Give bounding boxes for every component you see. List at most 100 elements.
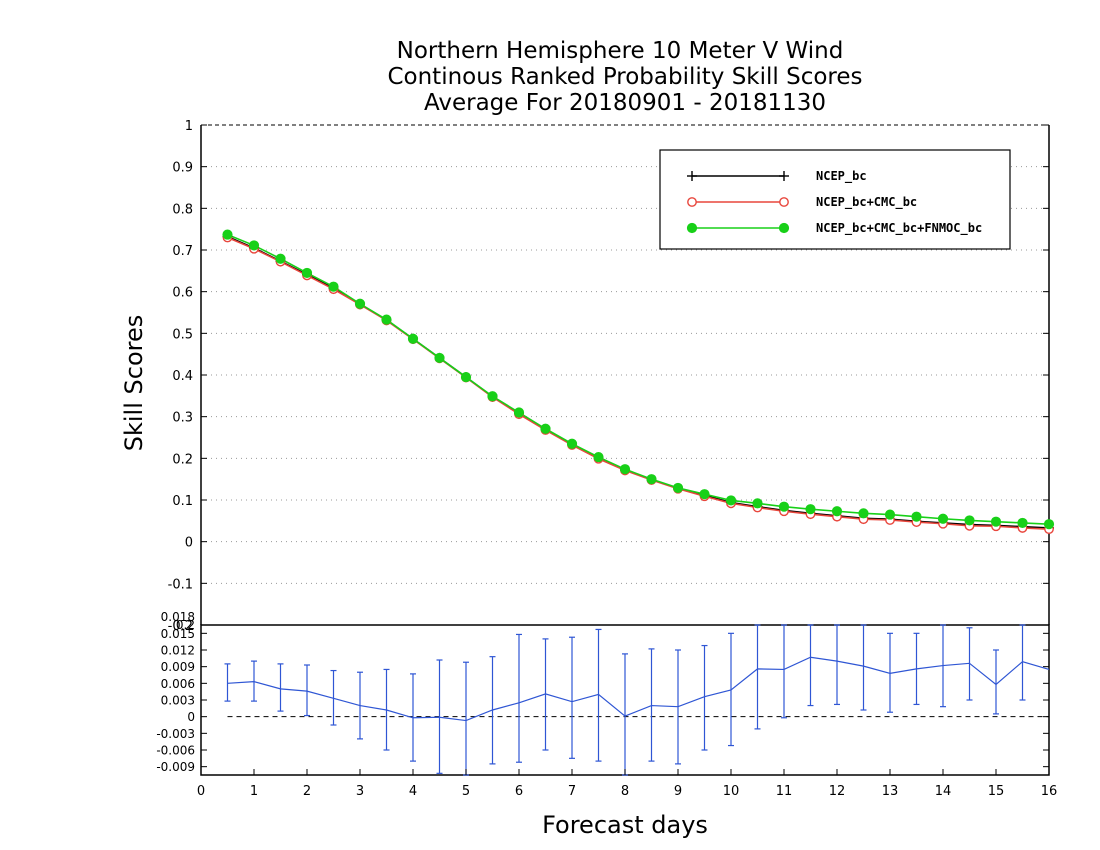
y-tick-label: 0 (185, 536, 193, 551)
data-point (964, 515, 975, 526)
data-point (434, 352, 445, 364)
y-tick-label: 0.006 (161, 677, 195, 691)
data-point (831, 506, 843, 517)
x-tick-label: 14 (935, 784, 952, 799)
y-tick-label: -0.006 (156, 744, 195, 758)
error-bar (993, 649, 999, 715)
error-bar (701, 644, 708, 751)
data-point (354, 298, 366, 309)
error-bar (860, 624, 867, 711)
error-bar (1019, 624, 1026, 701)
x-tick-label: 10 (723, 784, 740, 799)
legend-label: NCEP_bc+CMC_bc+FNMOC_bc (816, 221, 982, 236)
series-line-1 (227, 236, 1050, 530)
y-tick-label: 0.003 (161, 694, 195, 708)
data-point (593, 451, 604, 463)
legend-label: NCEP_bc+CMC_bc (816, 195, 917, 210)
y-tick-label: 0 (187, 710, 195, 724)
legend-marker (779, 197, 789, 207)
y-tick-label: 0.8 (172, 202, 193, 217)
legend-marker (686, 222, 698, 234)
title-line-2: Continous Ranked Probability Skill Score… (387, 64, 862, 90)
data-point (487, 391, 498, 402)
data-point (937, 513, 949, 524)
error-bar (595, 628, 602, 762)
x-tick-label: 2 (303, 784, 311, 799)
y-tick-label: 0.6 (172, 286, 193, 301)
legend-box (659, 149, 1011, 250)
y-tick-label: -0.2 (168, 619, 193, 634)
error-bar (834, 624, 840, 706)
skill-score-panel: 1 0.9 0.8 0.7 0.6 0.5 0.4 0.3 0.2 0.1 0 -0.1 -0.2 (168, 119, 1055, 634)
y-tick-label: 0.015 (161, 627, 195, 641)
x-tick-label: 13 (882, 784, 899, 799)
data-point (778, 501, 790, 512)
legend-marker (778, 222, 790, 234)
data-point (540, 423, 551, 434)
y-tick-label: 0.018 (161, 610, 195, 624)
legend-label: NCEP_bc (816, 169, 867, 184)
data-point (1017, 517, 1028, 529)
data-point (619, 464, 631, 475)
y-tick-label: 0.9 (172, 161, 193, 176)
data-point (858, 508, 869, 519)
error-bar (304, 664, 310, 717)
y-tick-label: -0.003 (156, 727, 195, 741)
error-bar (807, 624, 814, 707)
y-tick-label: 0.012 (161, 644, 195, 658)
data-point (672, 482, 684, 494)
series-line-0 (227, 235, 1050, 529)
y-tick-label: 0.4 (172, 369, 193, 384)
y-tick-label: 0.1 (172, 494, 193, 509)
legend-marker (687, 197, 697, 207)
data-point (328, 281, 339, 292)
x-tick-label: 5 (462, 784, 470, 799)
chart-title: Northern Hemisphere 10 Meter V Wind Cont… (387, 38, 862, 116)
error-bar (516, 633, 522, 763)
x-tick-label: 1 (250, 784, 258, 799)
error-bar (224, 663, 231, 702)
y-tick-label: 1 (185, 119, 193, 134)
x-tick-label: 6 (515, 784, 523, 799)
x-tick-label: 7 (568, 784, 576, 799)
data-point (566, 438, 578, 449)
x-axis-label: Forecast days (542, 811, 708, 839)
top-tick-label: 0.2 (176, 618, 195, 632)
x-tick-label: 12 (829, 784, 846, 799)
data-point (222, 229, 233, 240)
data-point (248, 240, 260, 251)
data-point (460, 371, 472, 383)
title-line-1: Northern Hemisphere 10 Meter V Wind (397, 38, 844, 64)
error-bar (754, 624, 761, 730)
data-point (699, 489, 710, 500)
title-line-3: Average For 20180901 - 20181130 (424, 90, 826, 116)
x-tick-label: 8 (621, 784, 629, 799)
difference-panel: 0.018 0.015 0.012 0.009 0.006 0.003 0 -0.003 -0.… (156, 610, 1057, 799)
difference-line (227, 656, 1050, 722)
y-tick-label: 0.3 (172, 411, 193, 426)
data-point (884, 509, 896, 520)
data-point (646, 474, 657, 485)
x-tick-label: 4 (409, 784, 417, 799)
data-point (513, 407, 525, 418)
y-tick-label: 0.5 (172, 327, 193, 342)
error-bar (781, 624, 787, 719)
x-tick-label: 9 (674, 784, 682, 799)
data-point (1043, 519, 1055, 530)
data-point (275, 253, 286, 264)
x-tick-label: 15 (988, 784, 1005, 799)
error-bar (277, 663, 284, 712)
data-point (381, 314, 392, 325)
data-point (725, 495, 737, 506)
y-axis-label: Skill Scores (120, 315, 148, 452)
data-point (407, 333, 419, 344)
y-tick-label: 0.009 (161, 660, 195, 674)
y-tick-label: 0.2 (172, 452, 193, 467)
data-point (752, 498, 763, 509)
x-tick-label: 3 (356, 784, 364, 799)
series-line-2 (227, 233, 1050, 525)
legend: NCEP_bc NCEP_bc+CMC_bc NCEP_bc+CMC_bc+FNMO… (659, 149, 1011, 250)
data-point (911, 511, 922, 522)
data-point (805, 504, 816, 515)
